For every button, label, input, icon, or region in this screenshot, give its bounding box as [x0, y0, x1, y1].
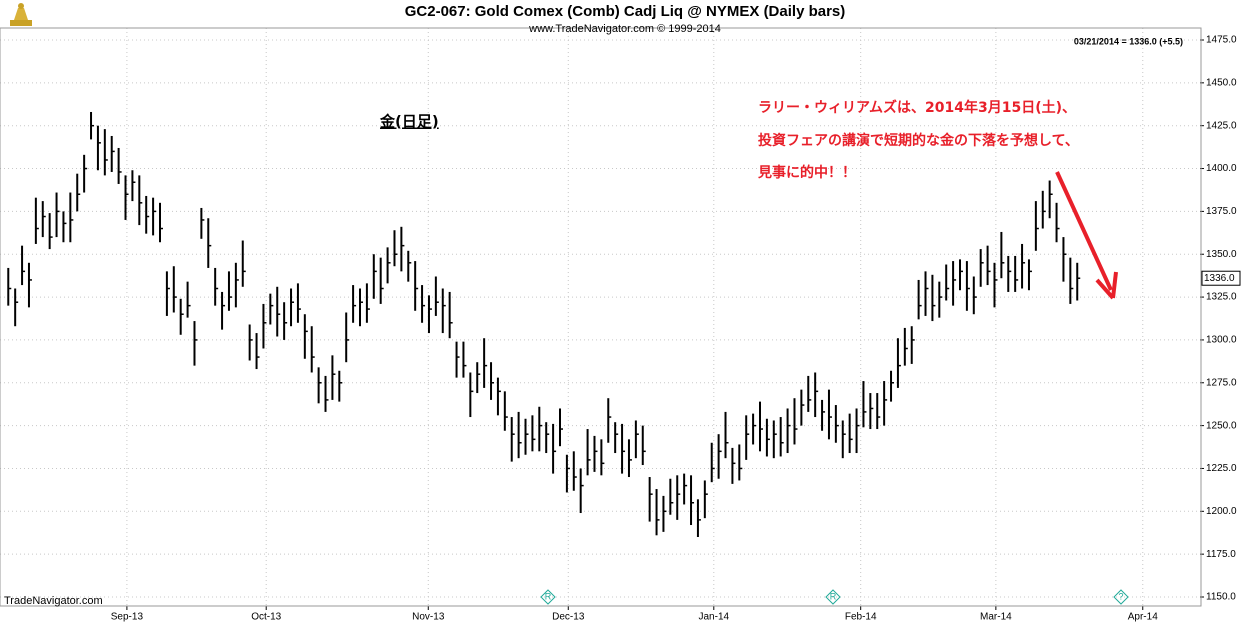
annotation: ラリー・ウィリアムズは、2014年3月15日(土)、 [758, 99, 1076, 116]
x-tick-label: Dec-13 [552, 612, 585, 623]
y-tick-label: 1425.0 [1206, 120, 1237, 131]
y-tick-label: 1225.0 [1206, 463, 1237, 474]
x-tick-label: Apr-14 [1128, 612, 1158, 623]
y-tick-label: 1350.0 [1206, 249, 1237, 260]
status: 03/21/2014 = 1336.0 (+5.5) [1074, 36, 1183, 46]
x-tick-label: Feb-14 [845, 612, 877, 623]
svg-text:R: R [830, 591, 837, 601]
last-price-box [1201, 270, 1241, 286]
annotation: 金(日足) [379, 113, 439, 131]
y-tick-label: 1325.0 [1206, 292, 1237, 303]
last-price-label: 1336.0 [1204, 273, 1235, 284]
y-tick-label: 1400.0 [1206, 163, 1237, 174]
event-marker: R R ? [540, 589, 1129, 605]
y-tick-label: 1250.0 [1206, 420, 1237, 431]
svg-text:?: ? [1118, 591, 1123, 601]
watermark: TradeNavigator.com [4, 595, 103, 607]
annotation: 見事に的中！！ [757, 164, 856, 181]
y-tick-label: 1450.0 [1206, 77, 1237, 88]
annotation: 投資フェアの講演で短期的な金の下落を予想して、 [758, 132, 1079, 149]
arrow [1055, 171, 1118, 300]
x-tick-label: Oct-13 [251, 612, 281, 623]
y-tick-label: 1200.0 [1206, 506, 1237, 517]
y-tick-label: 1475.0 [1206, 35, 1237, 46]
x-tick-label: Sep-13 [111, 612, 144, 623]
x-tick-label: Jan-14 [699, 612, 730, 623]
y-tick-label: 1300.0 [1206, 335, 1237, 346]
y-tick-label: 1150.0 [1206, 592, 1236, 603]
x-tick-label: Mar-14 [980, 612, 1012, 623]
y-tick-label: 1275.0 [1206, 377, 1237, 388]
y-tick-label: 1175.0 [1206, 549, 1236, 560]
y-tick-label: 1375.0 [1206, 206, 1237, 217]
subtitle: www.TradeNavigator.com © 1999-2014 [528, 23, 721, 35]
chart-title: GC2-067: Gold Comex (Comb) Cadj Liq @ NY… [405, 3, 846, 20]
plot-frame [0, 27, 1202, 607]
x-tick-label: Nov-13 [412, 612, 445, 623]
svg-text:R: R [545, 591, 552, 601]
axes: 1150.0 1175.0 1200.0 1225.0 1250.0 1275.0 1300… [0, 28, 1237, 623]
logo [10, 3, 32, 26]
